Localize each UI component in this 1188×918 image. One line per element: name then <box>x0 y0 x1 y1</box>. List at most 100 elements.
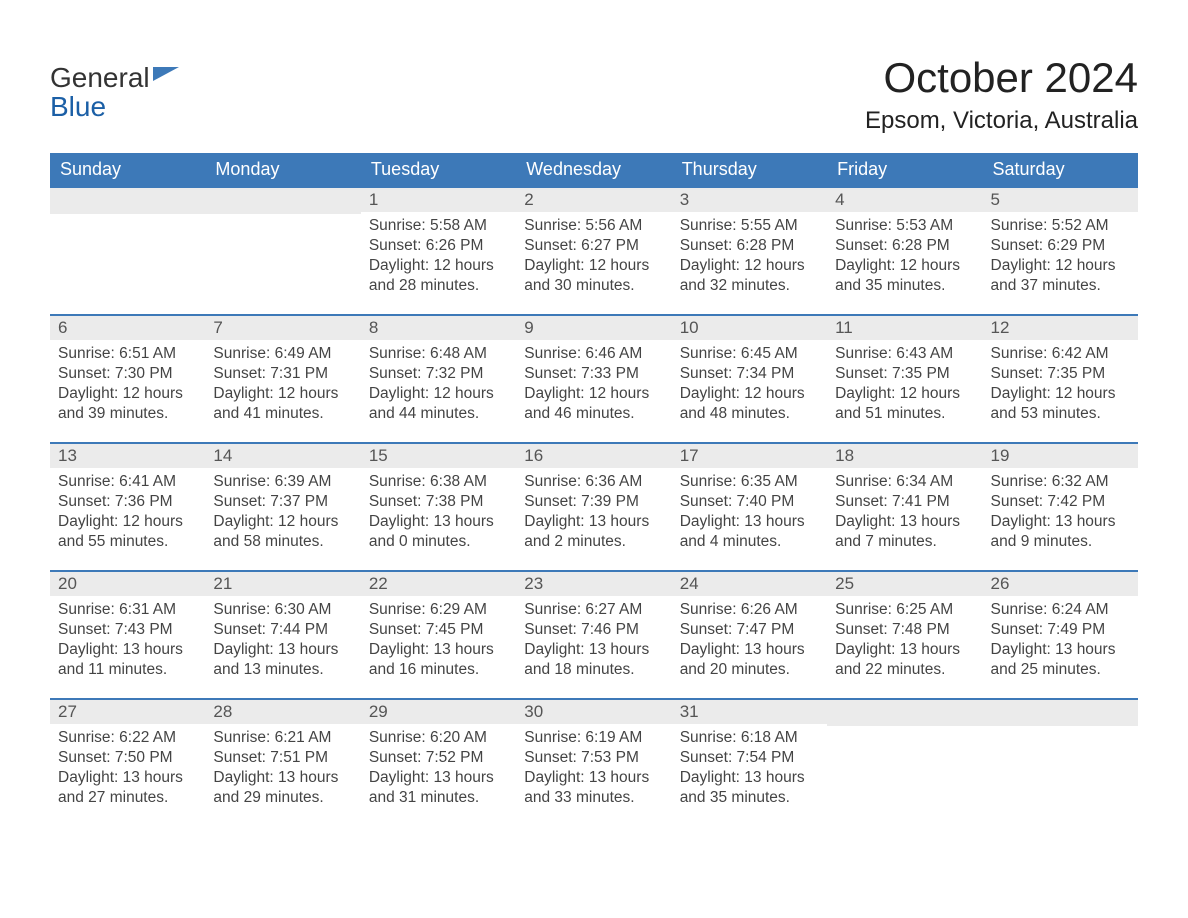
day-number <box>827 700 982 726</box>
day-number: 3 <box>672 188 827 212</box>
calendar-day-cell: 17Sunrise: 6:35 AMSunset: 7:40 PMDayligh… <box>672 442 827 570</box>
day-details: Sunrise: 5:58 AMSunset: 6:26 PMDaylight:… <box>361 212 516 303</box>
calendar-day-cell: 21Sunrise: 6:30 AMSunset: 7:44 PMDayligh… <box>205 570 360 698</box>
day-number <box>205 188 360 214</box>
day-number: 25 <box>827 572 982 596</box>
day-details: Sunrise: 5:56 AMSunset: 6:27 PMDaylight:… <box>516 212 671 303</box>
calendar-day-cell: 20Sunrise: 6:31 AMSunset: 7:43 PMDayligh… <box>50 570 205 698</box>
day-number: 4 <box>827 188 982 212</box>
calendar-row: 27Sunrise: 6:22 AMSunset: 7:50 PMDayligh… <box>50 698 1138 826</box>
weekday-header: Friday <box>827 153 982 186</box>
calendar-day-cell: 2Sunrise: 5:56 AMSunset: 6:27 PMDaylight… <box>516 186 671 314</box>
day-details: Sunrise: 6:26 AMSunset: 7:47 PMDaylight:… <box>672 596 827 687</box>
brand-text: General Blue <box>50 63 179 122</box>
brand-logo: General Blue <box>50 63 179 122</box>
day-number: 5 <box>983 188 1138 212</box>
day-number: 7 <box>205 316 360 340</box>
calendar-day-cell: 1Sunrise: 5:58 AMSunset: 6:26 PMDaylight… <box>361 186 516 314</box>
calendar-day-cell: 29Sunrise: 6:20 AMSunset: 7:52 PMDayligh… <box>361 698 516 826</box>
day-details: Sunrise: 5:55 AMSunset: 6:28 PMDaylight:… <box>672 212 827 303</box>
day-number <box>983 700 1138 726</box>
day-details: Sunrise: 6:21 AMSunset: 7:51 PMDaylight:… <box>205 724 360 815</box>
calendar-table: SundayMondayTuesdayWednesdayThursdayFrid… <box>50 153 1138 826</box>
day-details: Sunrise: 6:49 AMSunset: 7:31 PMDaylight:… <box>205 340 360 431</box>
calendar-day-cell: 7Sunrise: 6:49 AMSunset: 7:31 PMDaylight… <box>205 314 360 442</box>
calendar-row: 13Sunrise: 6:41 AMSunset: 7:36 PMDayligh… <box>50 442 1138 570</box>
day-details: Sunrise: 6:35 AMSunset: 7:40 PMDaylight:… <box>672 468 827 559</box>
day-number: 8 <box>361 316 516 340</box>
weekday-header: Thursday <box>672 153 827 186</box>
day-details: Sunrise: 6:19 AMSunset: 7:53 PMDaylight:… <box>516 724 671 815</box>
calendar-day-cell: 5Sunrise: 5:52 AMSunset: 6:29 PMDaylight… <box>983 186 1138 314</box>
day-number: 20 <box>50 572 205 596</box>
page-header: General Blue October 2024 Epsom, Victori… <box>50 55 1138 135</box>
weekday-header: Wednesday <box>516 153 671 186</box>
day-number: 12 <box>983 316 1138 340</box>
calendar-day-cell: 16Sunrise: 6:36 AMSunset: 7:39 PMDayligh… <box>516 442 671 570</box>
day-details: Sunrise: 6:48 AMSunset: 7:32 PMDaylight:… <box>361 340 516 431</box>
day-number: 19 <box>983 444 1138 468</box>
day-number: 28 <box>205 700 360 724</box>
calendar-day-cell: 31Sunrise: 6:18 AMSunset: 7:54 PMDayligh… <box>672 698 827 826</box>
day-number: 31 <box>672 700 827 724</box>
day-details: Sunrise: 6:27 AMSunset: 7:46 PMDaylight:… <box>516 596 671 687</box>
calendar-page: General Blue October 2024 Epsom, Victori… <box>0 0 1188 866</box>
weekday-header: Tuesday <box>361 153 516 186</box>
calendar-day-cell: 8Sunrise: 6:48 AMSunset: 7:32 PMDaylight… <box>361 314 516 442</box>
day-details: Sunrise: 6:46 AMSunset: 7:33 PMDaylight:… <box>516 340 671 431</box>
calendar-day-cell: 23Sunrise: 6:27 AMSunset: 7:46 PMDayligh… <box>516 570 671 698</box>
day-number <box>50 188 205 214</box>
day-number: 26 <box>983 572 1138 596</box>
calendar-day-cell: 26Sunrise: 6:24 AMSunset: 7:49 PMDayligh… <box>983 570 1138 698</box>
weekday-header: Sunday <box>50 153 205 186</box>
day-details: Sunrise: 6:20 AMSunset: 7:52 PMDaylight:… <box>361 724 516 815</box>
calendar-day-cell: 3Sunrise: 5:55 AMSunset: 6:28 PMDaylight… <box>672 186 827 314</box>
calendar-day-cell: 25Sunrise: 6:25 AMSunset: 7:48 PMDayligh… <box>827 570 982 698</box>
day-details: Sunrise: 6:32 AMSunset: 7:42 PMDaylight:… <box>983 468 1138 559</box>
day-number: 23 <box>516 572 671 596</box>
day-details: Sunrise: 6:29 AMSunset: 7:45 PMDaylight:… <box>361 596 516 687</box>
calendar-day-cell: 13Sunrise: 6:41 AMSunset: 7:36 PMDayligh… <box>50 442 205 570</box>
calendar-empty-cell <box>50 186 205 314</box>
day-number: 18 <box>827 444 982 468</box>
calendar-day-cell: 10Sunrise: 6:45 AMSunset: 7:34 PMDayligh… <box>672 314 827 442</box>
calendar-row: 6Sunrise: 6:51 AMSunset: 7:30 PMDaylight… <box>50 314 1138 442</box>
calendar-day-cell: 19Sunrise: 6:32 AMSunset: 7:42 PMDayligh… <box>983 442 1138 570</box>
calendar-day-cell: 28Sunrise: 6:21 AMSunset: 7:51 PMDayligh… <box>205 698 360 826</box>
day-number: 13 <box>50 444 205 468</box>
day-number: 27 <box>50 700 205 724</box>
day-number: 17 <box>672 444 827 468</box>
month-title: October 2024 <box>865 55 1138 101</box>
day-number: 16 <box>516 444 671 468</box>
day-details: Sunrise: 6:24 AMSunset: 7:49 PMDaylight:… <box>983 596 1138 687</box>
day-number: 22 <box>361 572 516 596</box>
day-details: Sunrise: 6:22 AMSunset: 7:50 PMDaylight:… <box>50 724 205 815</box>
calendar-day-cell: 14Sunrise: 6:39 AMSunset: 7:37 PMDayligh… <box>205 442 360 570</box>
calendar-row: 20Sunrise: 6:31 AMSunset: 7:43 PMDayligh… <box>50 570 1138 698</box>
calendar-day-cell: 27Sunrise: 6:22 AMSunset: 7:50 PMDayligh… <box>50 698 205 826</box>
calendar-day-cell: 30Sunrise: 6:19 AMSunset: 7:53 PMDayligh… <box>516 698 671 826</box>
calendar-day-cell: 22Sunrise: 6:29 AMSunset: 7:45 PMDayligh… <box>361 570 516 698</box>
day-details: Sunrise: 6:39 AMSunset: 7:37 PMDaylight:… <box>205 468 360 559</box>
brand-line1: General <box>50 62 150 93</box>
calendar-day-cell: 4Sunrise: 5:53 AMSunset: 6:28 PMDaylight… <box>827 186 982 314</box>
day-number: 9 <box>516 316 671 340</box>
day-details: Sunrise: 6:45 AMSunset: 7:34 PMDaylight:… <box>672 340 827 431</box>
day-number: 24 <box>672 572 827 596</box>
calendar-empty-cell <box>205 186 360 314</box>
day-details: Sunrise: 5:53 AMSunset: 6:28 PMDaylight:… <box>827 212 982 303</box>
day-number: 29 <box>361 700 516 724</box>
calendar-empty-cell <box>827 698 982 826</box>
day-details: Sunrise: 6:51 AMSunset: 7:30 PMDaylight:… <box>50 340 205 431</box>
weekday-header: Saturday <box>983 153 1138 186</box>
calendar-day-cell: 24Sunrise: 6:26 AMSunset: 7:47 PMDayligh… <box>672 570 827 698</box>
day-details: Sunrise: 6:31 AMSunset: 7:43 PMDaylight:… <box>50 596 205 687</box>
calendar-header-row: SundayMondayTuesdayWednesdayThursdayFrid… <box>50 153 1138 186</box>
day-number: 6 <box>50 316 205 340</box>
calendar-body: 1Sunrise: 5:58 AMSunset: 6:26 PMDaylight… <box>50 186 1138 826</box>
day-details: Sunrise: 6:36 AMSunset: 7:39 PMDaylight:… <box>516 468 671 559</box>
calendar-day-cell: 6Sunrise: 6:51 AMSunset: 7:30 PMDaylight… <box>50 314 205 442</box>
day-number: 1 <box>361 188 516 212</box>
day-details: Sunrise: 6:25 AMSunset: 7:48 PMDaylight:… <box>827 596 982 687</box>
day-details: Sunrise: 6:42 AMSunset: 7:35 PMDaylight:… <box>983 340 1138 431</box>
